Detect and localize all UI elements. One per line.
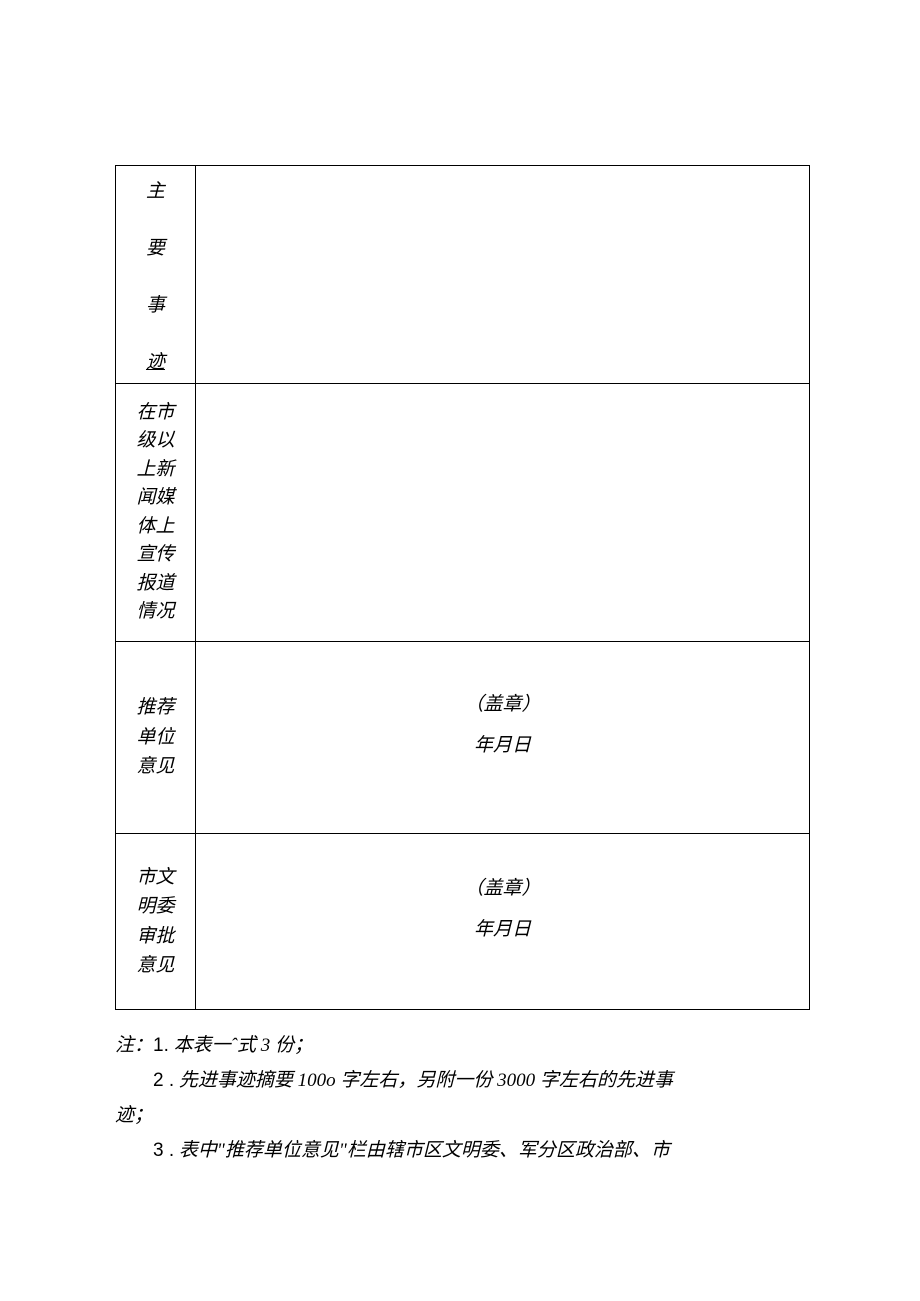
approval-opinion-label: 市文明委审批意见 [116,848,195,996]
media-coverage-label: 在市级以上新闻媒体上宣传报道情况 [116,391,195,635]
media-coverage-content [196,384,810,642]
recommend-date-text: 年月日 [474,730,531,757]
approval-form-table: 主 要 事 迹 在市级以上新闻媒体上宣传报道情况 推荐单位意见 （盖章） 年月日… [115,165,810,1010]
char-1: 主 [146,176,165,203]
main-deeds-row: 主 要 事 迹 [116,166,810,384]
main-deeds-content [196,166,810,384]
note-3-num: 3 . [153,1140,174,1161]
char-4: 迹 [146,347,165,374]
media-coverage-row: 在市级以上新闻媒体上宣传报道情况 [116,384,810,642]
note-1: 注：1. 本表一ˆ式 3 份； [115,1028,810,1063]
recommend-stamp-block: （盖章） 年月日 [196,689,809,787]
approval-date-text: 年月日 [474,914,531,941]
media-coverage-label-cell: 在市级以上新闻媒体上宣传报道情况 [116,384,196,642]
approval-opinion-content: （盖章） 年月日 [196,834,810,1010]
note-prefix: 注： [115,1035,153,1056]
note-2-text-a: 先进事迹摘要 100o 字左右，另附一份 3000 字左右的先进事 [179,1070,673,1091]
recommend-opinion-label-cell: 推荐单位意见 [116,642,196,834]
note-2-num: 2 . [153,1070,174,1091]
recommend-opinion-content: （盖章） 年月日 [196,642,810,834]
note-2: 2 . 先进事迹摘要 100o 字左右，另附一份 3000 字左右的先进事 [115,1063,810,1098]
note-3: 3 . 表中"推荐单位意见"栏由辖市区文明委、军分区政治部、市 [115,1133,810,1168]
approval-stamp-text: （盖章） [464,873,540,900]
notes-section: 注：1. 本表一ˆ式 3 份； 2 . 先进事迹摘要 100o 字左右，另附一份… [115,1028,810,1169]
main-deeds-label-cell: 主 要 事 迹 [116,166,196,384]
recommend-opinion-label: 推荐单位意见 [116,678,195,796]
char-3: 事 [146,290,165,317]
main-deeds-label: 主 要 事 迹 [116,176,195,374]
note-1-text: 本表一ˆ式 3 份； [174,1035,313,1056]
note-2-cont: 迹； [115,1098,810,1133]
approval-stamp-block: （盖章） 年月日 [196,873,809,971]
note-2-text-b: 迹； [115,1105,153,1126]
recommend-opinion-row: 推荐单位意见 （盖章） 年月日 [116,642,810,834]
note-3-text: 表中"推荐单位意见"栏由辖市区文明委、军分区政治部、市 [179,1140,670,1161]
approval-opinion-row: 市文明委审批意见 （盖章） 年月日 [116,834,810,1010]
char-2: 要 [146,233,165,260]
recommend-stamp-text: （盖章） [464,689,540,716]
note-1-num: 1. [153,1035,169,1056]
approval-opinion-label-cell: 市文明委审批意见 [116,834,196,1010]
